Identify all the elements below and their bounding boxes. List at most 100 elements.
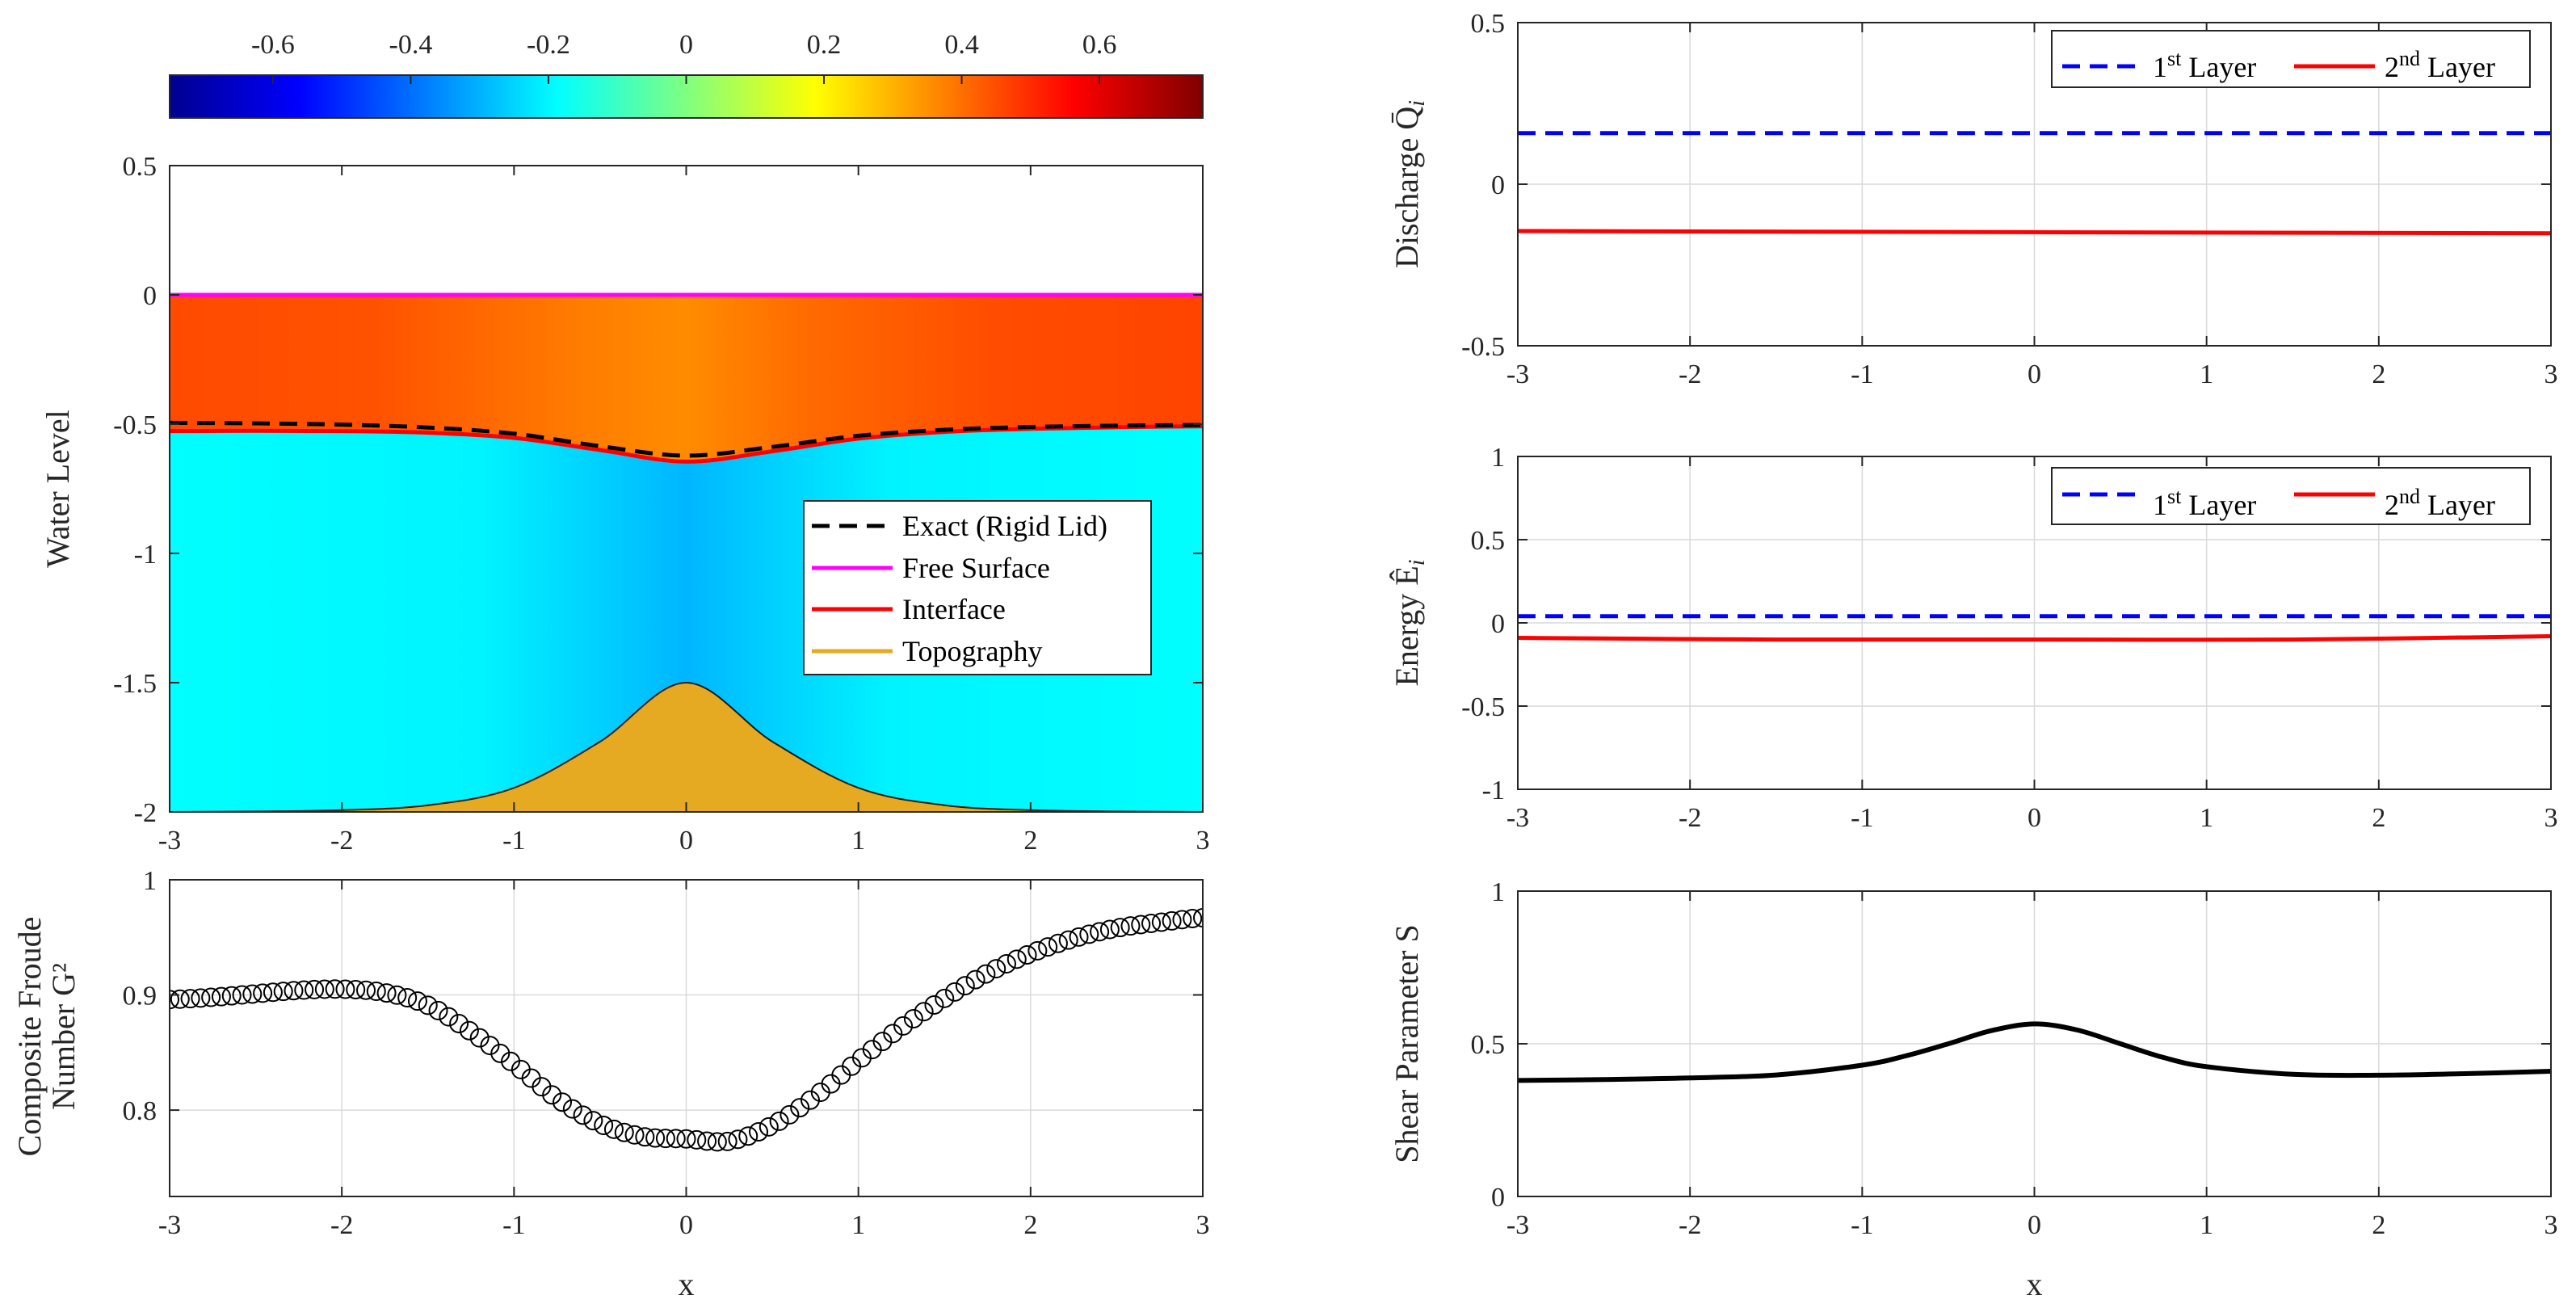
y-axis-label-subscript: i <box>1405 100 1430 107</box>
froude-marker <box>376 983 397 1003</box>
shear-x-tick-label: -2 <box>1679 1210 1701 1240</box>
froude-marker <box>366 982 386 1002</box>
colorbar-tick-label: -0.2 <box>527 30 570 60</box>
fr-x-tick-label: -1 <box>502 1210 525 1240</box>
energy-x-tick-label: 1 <box>2200 803 2213 833</box>
froude-marker <box>1079 924 1099 944</box>
legend-label-layer-1-number: 1 <box>2153 489 2167 521</box>
wl-y-tick-label: 0 <box>143 281 157 311</box>
froude-marker <box>201 987 221 1007</box>
colorbar-tick-label: 0 <box>679 30 693 60</box>
y-tick-labels: 1 0.9 0.8 <box>123 866 1203 1126</box>
y-tick-labels: 0.5 0 -0.5 <box>1461 9 2551 362</box>
legend-box <box>803 500 1152 675</box>
froude-marker <box>294 980 314 1000</box>
legend-label-interface: Interface <box>902 593 1006 625</box>
froude-marker <box>1131 915 1151 935</box>
froude-marker <box>666 1129 686 1149</box>
legend-label-layer-1-number: 1 <box>2153 51 2167 83</box>
froude-marker <box>562 1099 582 1119</box>
legend-label-layer-2-text: Layer <box>2420 489 2495 521</box>
wl-y-tick-label: -0.5 <box>113 410 157 440</box>
legend-label-topography: Topography <box>902 635 1042 667</box>
wl-y-tick-label: -1 <box>134 540 157 570</box>
froude-marker <box>624 1125 645 1145</box>
wl-x-tick-label: 3 <box>1196 826 1210 856</box>
legend-label-layer-2-suffix: nd <box>2399 485 2420 508</box>
shear-x-tick-label: 2 <box>2372 1210 2385 1240</box>
froude-marker <box>449 1013 469 1033</box>
wl-y-tick-label: -1.5 <box>113 669 157 699</box>
froude-marker <box>1172 910 1192 930</box>
grid <box>1517 890 2552 1197</box>
froude-marker <box>263 982 283 1003</box>
legend-label-layer-1-text: Layer <box>2181 489 2256 521</box>
energy-x-tick-label: 0 <box>2028 803 2041 833</box>
exact-rigid-lid-line <box>170 420 1203 458</box>
froude-marker <box>738 1126 759 1146</box>
froude-marker <box>387 985 407 1005</box>
froude-marker <box>697 1131 717 1151</box>
wl-y-tick-label: -2 <box>134 798 157 828</box>
froude-marker <box>1151 912 1171 932</box>
froude-marker <box>893 1016 914 1036</box>
legend-label-layer-1: 1st Layer <box>2153 47 2256 83</box>
legend-label-layer-1-text: Layer <box>2181 51 2256 83</box>
froude-marker <box>1048 933 1068 953</box>
legend-label-layer-1: 1st Layer <box>2153 485 2256 521</box>
froude-marker <box>645 1128 666 1148</box>
legend-label-layer-1-suffix: st <box>2167 485 2182 508</box>
froude-marker <box>439 1007 459 1027</box>
froude-marker <box>469 1028 490 1048</box>
shear-panel: -3 -2 -1 0 1 2 3 10.50 x Shear Parameter S <box>1389 877 2558 1302</box>
y-axis-label-main: Energy Ê <box>1389 566 1425 686</box>
energy-y-tick-label: 1 <box>1491 443 1505 473</box>
colorbar-tick-label: 0.4 <box>944 30 979 60</box>
froude-marker <box>1058 930 1078 950</box>
froude-marker <box>790 1098 810 1118</box>
shear-y-tick-label: 1 <box>1491 877 1505 907</box>
froude-marker <box>232 985 252 1005</box>
froude-marker <box>1110 918 1130 938</box>
y-axis-label-subscript: i <box>1405 560 1430 566</box>
fr-y-tick-label: 0.9 <box>123 982 158 1011</box>
froude-marker <box>955 976 975 996</box>
wl-x-tick-label: -2 <box>330 826 353 856</box>
froude-marker <box>273 982 293 1002</box>
froude-marker <box>1090 922 1110 942</box>
froude-marker <box>965 969 985 990</box>
shear-x-tick-label: 1 <box>2200 1210 2213 1240</box>
froude-marker <box>573 1105 593 1125</box>
shear-x-tick-label: -3 <box>1507 1210 1529 1240</box>
fr-y-tick-label: 0.8 <box>123 1096 158 1126</box>
froude-marker <box>707 1132 727 1152</box>
shear-x-tick-label: 3 <box>2544 1210 2558 1240</box>
froude-marker <box>170 989 190 1009</box>
froude-marker <box>614 1122 634 1142</box>
froude-marker <box>1017 944 1037 965</box>
colorbar: -0.6 -0.4 -0.2 0 0.2 0.4 0.6 <box>169 30 1204 119</box>
wl-y-tick-label: 0.5 <box>123 152 158 182</box>
energy-x-tick-label: 2 <box>2372 803 2385 833</box>
colorbar-tick-label: -0.6 <box>251 30 295 60</box>
froude-marker <box>191 988 211 1008</box>
froude-marker <box>335 979 355 999</box>
fr-x-tick-label: 1 <box>851 1210 865 1240</box>
froude-marker <box>180 989 200 1009</box>
y-tick-labels: 0.5 0 -0.5 -1 -1.5 -2 <box>113 152 1203 828</box>
y-tick-labels: 10.50 <box>1471 877 2551 1213</box>
wl-x-tick-label: 0 <box>679 826 693 856</box>
discharge-x-tick-label: 2 <box>2372 360 2385 389</box>
froude-marker <box>749 1121 769 1142</box>
legend: 1st Layer 2nd Layer <box>2051 467 2531 525</box>
froude-marker <box>305 979 325 999</box>
energy-panel: -3 -2 -1 0 1 2 3 10.50-0.5-1 Energy Êi 1st Lay… <box>1389 443 2558 833</box>
froude-marker <box>553 1092 573 1112</box>
fr-x-tick-label: 3 <box>1196 1210 1210 1240</box>
froude-marker <box>170 990 179 1010</box>
water-level-panel: -3 -2 -1 0 1 2 3 0.50-0.5-1-1.5-2 Water Level … <box>40 152 1210 856</box>
froude-marker <box>542 1085 562 1105</box>
froude-marker <box>914 1002 934 1022</box>
x-tick-labels: -3 -2 -1 0 1 2 3 <box>1507 23 2558 389</box>
